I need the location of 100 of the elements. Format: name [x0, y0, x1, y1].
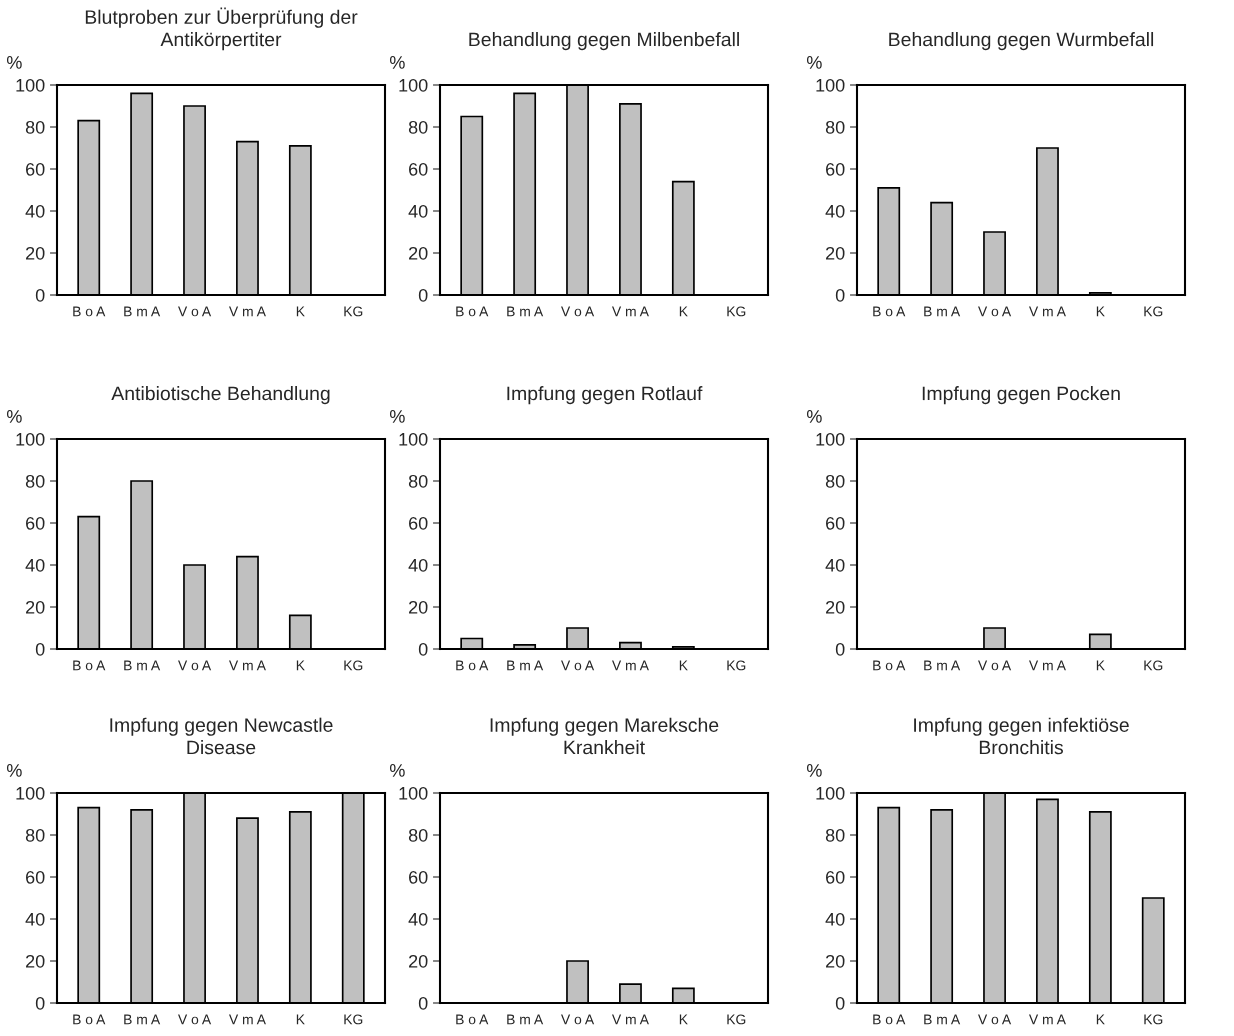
y-tick-label: 20: [826, 246, 845, 260]
y-tick-label: 0: [418, 642, 428, 656]
y-tick-label: 0: [35, 996, 45, 1010]
y-tick-label: 80: [408, 474, 428, 488]
y-axis-title: %: [806, 764, 822, 777]
y-tick-label: 0: [35, 642, 45, 656]
y-tick-label: 20: [409, 954, 428, 968]
x-tick-label: V m A: [611, 1014, 649, 1025]
x-tick-label: B m A: [507, 1014, 544, 1025]
y-tick-label: 60: [409, 162, 428, 176]
x-tick-label: K: [296, 306, 305, 317]
x-tick-label: B m A: [124, 1014, 161, 1025]
x-tick-label: KG: [1144, 306, 1163, 317]
y-tick-label: 100: [16, 786, 45, 800]
x-tick-label: V o A: [178, 1014, 212, 1025]
y-tick-label: 0: [835, 288, 845, 302]
y-tick-label: 80: [408, 828, 428, 842]
x-tick-label: B m A: [124, 660, 161, 671]
chart-title: Behandlung gegen Milbenbefall: [469, 32, 739, 51]
y-tick-label: 80: [408, 120, 428, 134]
y-tick-label: 0: [418, 288, 428, 302]
y-axis-title: %: [806, 56, 822, 69]
y-tick-label: 20: [26, 954, 45, 968]
x-tick-label: V o A: [561, 306, 595, 317]
y-tick-label: 60: [26, 162, 45, 176]
y-tick-label: 100: [816, 432, 845, 446]
x-tick-label: B m A: [507, 660, 544, 671]
y-tick-label: 60: [409, 870, 428, 884]
y-axis-title: %: [389, 56, 405, 69]
x-tick-label: K: [1096, 306, 1105, 317]
y-tick-label: 100: [16, 432, 45, 446]
y-tick-label: 80: [25, 120, 45, 134]
y-tick-label: 40: [825, 558, 845, 572]
chart-title: Blutproben zur Überprüfung der Antikörpertiter: [85, 7, 358, 51]
y-tick-label: 80: [25, 828, 45, 842]
y-tick-label: 40: [25, 912, 45, 926]
chart-title: Impfung gegen Rotlauf: [507, 386, 703, 405]
x-tick-label: K: [679, 660, 688, 671]
chart-title: Impfung gegen Newcastle Disease: [110, 717, 333, 755]
x-tick-label: B o A: [873, 1014, 906, 1025]
y-axis-title: %: [389, 410, 405, 423]
x-tick-label: V m A: [1028, 1014, 1066, 1025]
y-tick-label: 60: [826, 162, 845, 176]
y-tick-label: 60: [409, 516, 428, 530]
x-tick-label: B o A: [873, 306, 906, 317]
x-tick-label: B o A: [73, 1014, 106, 1025]
x-tick-label: V m A: [1028, 660, 1066, 671]
y-tick-label: 100: [399, 78, 428, 92]
y-tick-label: 40: [408, 204, 428, 218]
x-tick-label: K: [1096, 660, 1105, 671]
chart-title: Behandlung gegen Wurmbefall: [889, 32, 1154, 51]
x-tick-label: V o A: [978, 1014, 1012, 1025]
x-tick-label: V o A: [178, 306, 212, 317]
y-tick-label: 0: [835, 642, 845, 656]
x-tick-label: KG: [727, 660, 746, 671]
x-tick-label: B m A: [924, 306, 961, 317]
chart-title: Impfung gegen Mareksche Krankheit: [490, 717, 719, 755]
y-tick-label: 20: [826, 600, 845, 614]
y-tick-label: 60: [26, 870, 45, 884]
x-tick-label: B o A: [456, 660, 489, 671]
chart-title: Antibiotische Behandlung: [111, 386, 330, 405]
x-tick-label: V o A: [978, 660, 1012, 671]
chart-title: Impfung gegen Pocken: [922, 386, 1120, 405]
x-tick-label: B m A: [507, 306, 544, 317]
x-tick-label: V m A: [228, 660, 266, 671]
y-axis-title: %: [6, 56, 22, 69]
x-tick-label: V m A: [1028, 306, 1066, 317]
x-tick-label: B m A: [924, 1014, 961, 1025]
y-tick-label: 100: [816, 78, 845, 92]
y-tick-label: 40: [825, 912, 845, 926]
x-tick-label: KG: [727, 1014, 746, 1025]
y-axis-title: %: [389, 764, 405, 777]
y-tick-label: 80: [825, 120, 845, 134]
y-tick-label: 0: [418, 996, 428, 1010]
x-tick-label: KG: [727, 306, 746, 317]
y-tick-label: 0: [835, 996, 845, 1010]
y-tick-label: 60: [826, 870, 845, 884]
y-tick-label: 40: [25, 204, 45, 218]
x-tick-label: KG: [344, 660, 363, 671]
x-tick-label: B o A: [73, 660, 106, 671]
y-tick-label: 60: [26, 516, 45, 530]
y-tick-label: 20: [409, 600, 428, 614]
x-tick-label: B m A: [924, 660, 961, 671]
y-tick-label: 40: [408, 558, 428, 572]
y-tick-label: 100: [16, 78, 45, 92]
y-tick-label: 40: [825, 204, 845, 218]
y-axis-title: %: [806, 410, 822, 423]
x-tick-label: V m A: [228, 1014, 266, 1025]
x-tick-label: V o A: [561, 1014, 595, 1025]
chart-title: Impfung gegen infektiöse Bronchitis: [914, 717, 1129, 755]
y-tick-label: 60: [826, 516, 845, 530]
x-tick-label: B o A: [456, 306, 489, 317]
y-tick-label: 100: [399, 786, 428, 800]
x-tick-label: B m A: [124, 306, 161, 317]
y-tick-label: 20: [409, 246, 428, 260]
x-tick-label: KG: [1144, 1014, 1163, 1025]
x-tick-label: V m A: [611, 306, 649, 317]
x-tick-label: KG: [1144, 660, 1163, 671]
x-tick-label: K: [1096, 1014, 1105, 1025]
x-tick-label: KG: [344, 306, 363, 317]
